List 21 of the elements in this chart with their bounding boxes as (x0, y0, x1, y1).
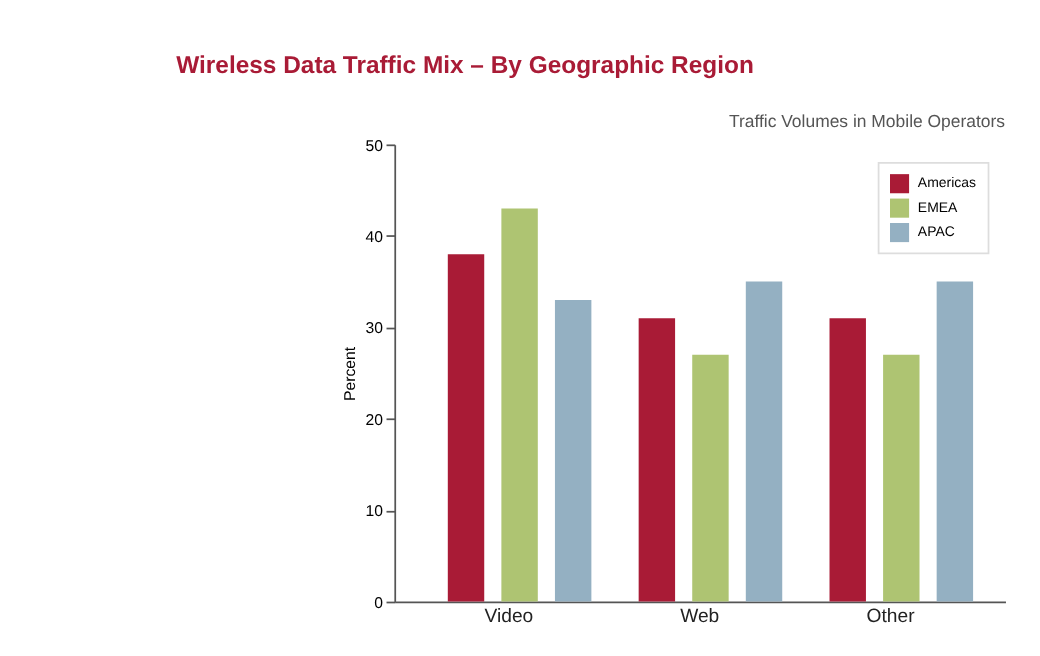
x-tick-label: Web (680, 605, 720, 628)
y-tick-label: 40 (365, 227, 385, 246)
bar (829, 318, 866, 602)
chart-title: Wireless Data Traffic Mix – By Geographic Region (176, 50, 754, 79)
x-tick-label: Video (484, 605, 534, 628)
y-tick-label: 0 (374, 593, 385, 612)
y-tick-label: 50 (365, 136, 385, 155)
x-tick-label: Other (866, 605, 917, 628)
y-tick-label: 30 (365, 319, 385, 338)
bar (745, 281, 783, 602)
y-axis-title: Percent (341, 345, 360, 401)
bar (501, 208, 538, 602)
y-tick-label: 10 (365, 502, 385, 521)
bar (883, 354, 920, 602)
y-tick-label: 20 (365, 410, 385, 429)
bar (554, 299, 592, 602)
bar (447, 254, 485, 602)
chart-subtitle: Traffic Volumes in Mobile Operators (728, 110, 1007, 131)
bar (638, 318, 676, 602)
bar (692, 354, 729, 602)
bar (936, 281, 974, 602)
